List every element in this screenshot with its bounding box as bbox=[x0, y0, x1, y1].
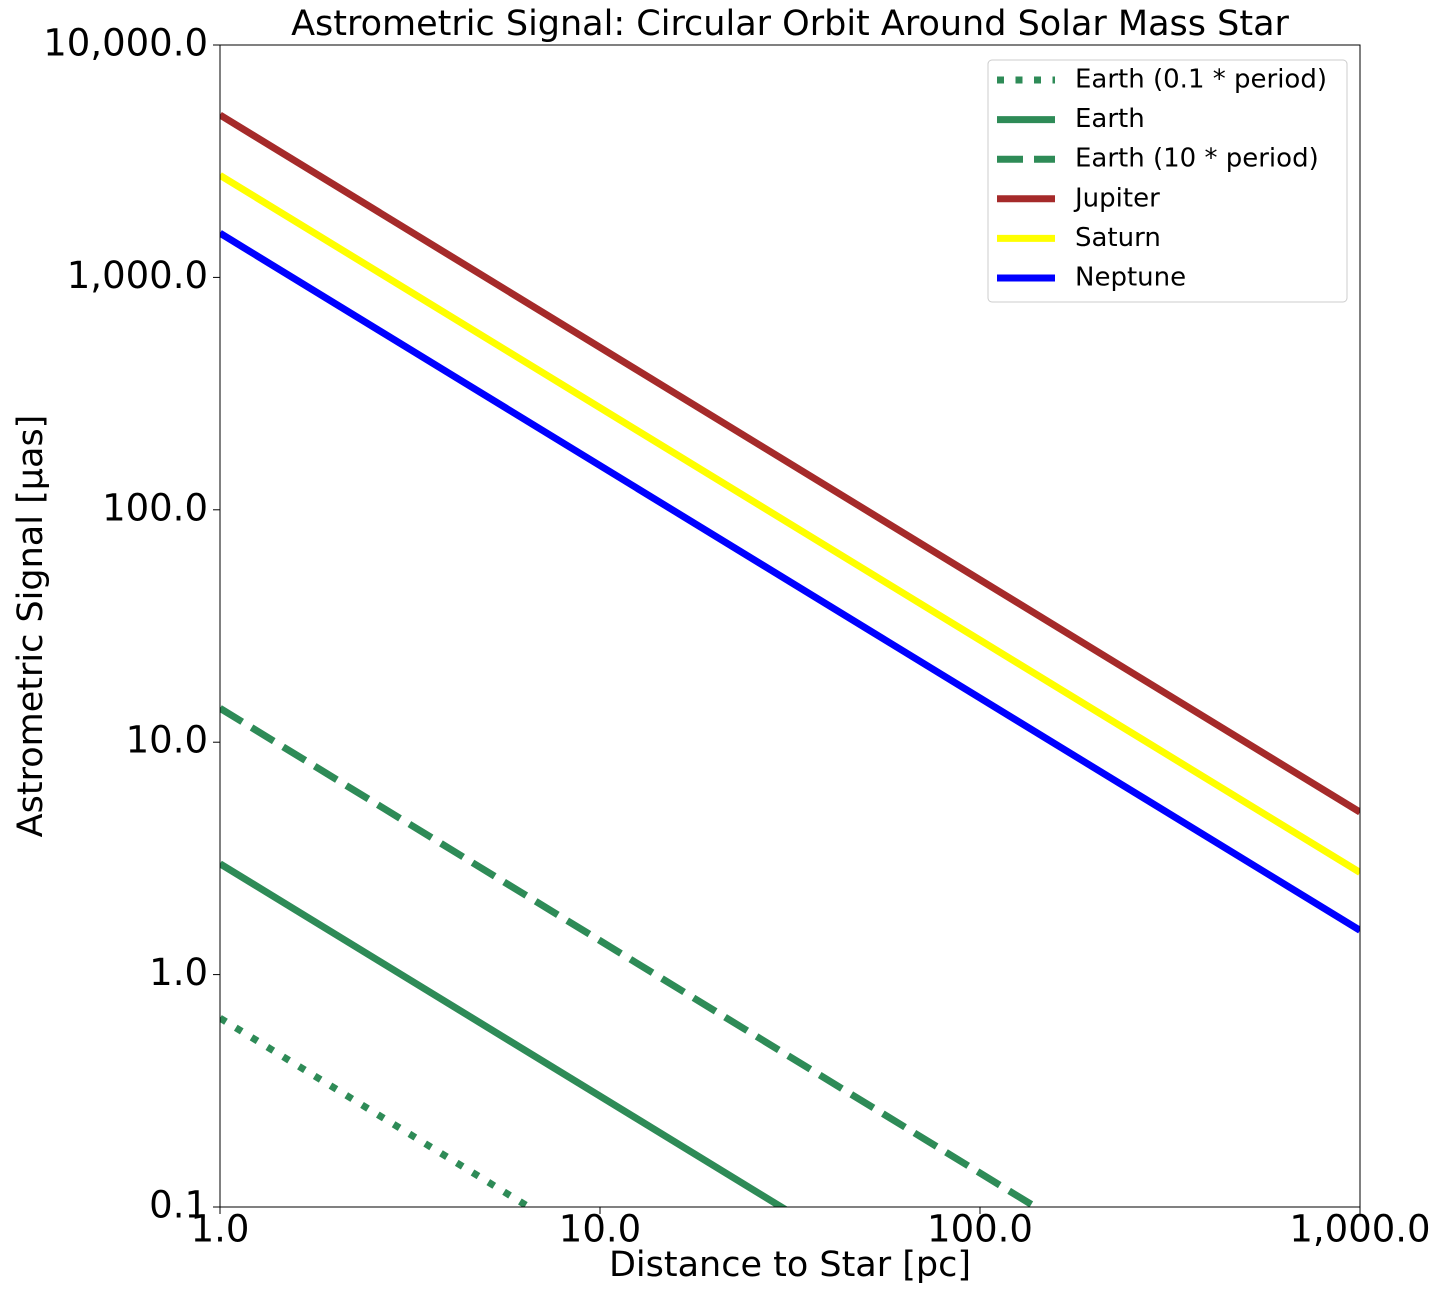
y-tick-label: 1,000.0 bbox=[67, 254, 208, 297]
legend-label: Earth bbox=[1075, 104, 1145, 134]
x-tick-label: 100.0 bbox=[927, 1208, 1033, 1251]
series-line bbox=[220, 111, 1360, 816]
legend-label: Earth (10 * period) bbox=[1075, 144, 1319, 174]
plot-lines bbox=[220, 111, 1360, 1207]
plot-frame bbox=[219, 44, 1361, 1208]
series-line bbox=[220, 705, 1043, 1207]
x-axis-label: Distance to Star [pc] bbox=[609, 1245, 971, 1285]
legend-box bbox=[987, 59, 1348, 303]
x-tick-label: 1,000.0 bbox=[1289, 1208, 1430, 1251]
y-tick-label: 0.1 bbox=[149, 1184, 208, 1227]
y-tick-label: 100.0 bbox=[102, 486, 208, 529]
y-tick-label: 1.0 bbox=[149, 951, 208, 994]
y-axis-label: Astrometric Signal [μas] bbox=[11, 415, 51, 838]
legend-label: Saturn bbox=[1075, 223, 1161, 253]
series-line bbox=[220, 1015, 536, 1207]
series-line bbox=[220, 172, 1360, 876]
x-tick-label: 1.0 bbox=[191, 1208, 250, 1251]
series-line bbox=[220, 860, 789, 1207]
x-tick-label: 10.0 bbox=[559, 1208, 641, 1251]
series-line bbox=[220, 230, 1360, 934]
y-tick-label: 10.0 bbox=[126, 719, 208, 762]
legend-label: Jupiter bbox=[1073, 183, 1160, 213]
y-tick-label: 10,000.0 bbox=[43, 22, 208, 65]
legend-label: Neptune bbox=[1075, 263, 1186, 293]
chart-title: Astrometric Signal: Circular Orbit Aroun… bbox=[291, 4, 1289, 44]
legend-label: Earth (0.1 * period) bbox=[1075, 65, 1327, 95]
